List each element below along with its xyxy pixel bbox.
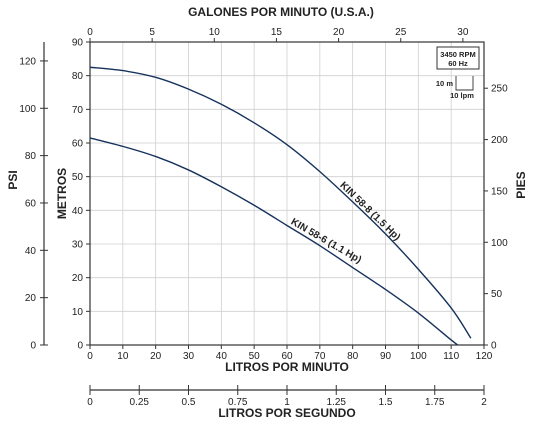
gpm-tick-label: 30 xyxy=(457,27,469,38)
pies-tick-label: 50 xyxy=(491,289,503,300)
lps-axis-title: LITROS POR SEGUNDO xyxy=(218,406,355,420)
lpm-tick-label: 110 xyxy=(443,351,459,362)
lpm-axis-title: LITROS POR MINUTO xyxy=(225,360,349,374)
lpm-tick-label: 30 xyxy=(183,351,195,362)
gpm-tick-label: 0 xyxy=(87,27,93,38)
rpm-note-box xyxy=(436,46,480,70)
series-label-2: KIN 58-6 (1.1 Hp) xyxy=(289,217,363,266)
psi-tick-label: 20 xyxy=(25,293,37,304)
lps-tick-label: 0.75 xyxy=(228,397,248,408)
pies-tick-label: 100 xyxy=(491,238,508,249)
metros-tick-label: 30 xyxy=(72,240,84,251)
metros-tick-label: 20 xyxy=(72,273,84,284)
gpm-tick-label: 10 xyxy=(209,27,221,38)
lps-tick-label: 0.25 xyxy=(130,397,150,408)
lpm-tick-label: 40 xyxy=(216,351,228,362)
rpm-note-line2: 60 Hz xyxy=(448,59,468,68)
psi-tick-label: 0 xyxy=(30,341,36,352)
psi-tick-label: 120 xyxy=(19,56,36,67)
gpm-tick-label: 5 xyxy=(149,27,155,38)
pies-tick-label: 250 xyxy=(491,84,508,95)
metros-tick-label: 40 xyxy=(72,206,84,217)
series-label-1: KIN 58-8 (1.5 Hp) xyxy=(337,180,402,243)
metros-tick-label: 50 xyxy=(72,172,84,183)
metros-tick-label: 70 xyxy=(72,105,84,116)
pies-tick-label: 200 xyxy=(491,135,508,146)
scale-label-lpm: 10 lpm xyxy=(450,91,474,100)
lpm-tick-label: 50 xyxy=(249,351,261,362)
lpm-tick-label: 80 xyxy=(347,351,359,362)
pies-tick-label: 0 xyxy=(491,341,497,352)
series-curve-2 xyxy=(89,137,459,346)
lps-tick-label: 1.75 xyxy=(425,397,445,408)
lps-tick-label: 1.25 xyxy=(327,397,347,408)
lps-tick-label: 1.5 xyxy=(379,397,393,408)
lpm-tick-label: 0 xyxy=(87,351,93,362)
metros-tick-label: 0 xyxy=(77,341,83,352)
series-curve-1 xyxy=(89,66,472,339)
lpm-tick-label: 120 xyxy=(476,351,493,362)
metros-tick-label: 10 xyxy=(72,307,84,318)
lps-tick-label: 0.5 xyxy=(182,397,196,408)
grid xyxy=(90,42,484,345)
lpm-tick-label: 100 xyxy=(410,351,427,362)
scale-bracket xyxy=(455,76,474,91)
gpm-axis-title: GALONES POR MINUTO (U.S.A.) xyxy=(188,5,374,19)
pies-axis-title: PIES xyxy=(514,171,528,198)
metros-tick-label: 80 xyxy=(72,71,84,82)
lpm-tick-label: 10 xyxy=(117,351,129,362)
psi-axis-title: PSI xyxy=(6,170,20,189)
lpm-tick-label: 20 xyxy=(150,351,162,362)
pies-tick-label: 150 xyxy=(491,186,508,197)
psi-tick-label: 100 xyxy=(19,104,36,115)
lps-tick-label: 2 xyxy=(481,397,487,408)
gpm-tick-label: 20 xyxy=(333,27,345,38)
lpm-tick-label: 70 xyxy=(314,351,326,362)
lps-tick-label: 0 xyxy=(87,397,93,408)
psi-tick-label: 60 xyxy=(25,198,37,209)
metros-tick-label: 90 xyxy=(72,38,84,49)
psi-tick-label: 40 xyxy=(25,246,37,257)
scale-label-m: 10 m xyxy=(436,79,453,88)
lpm-tick-label: 90 xyxy=(380,351,392,362)
metros-tick-label: 60 xyxy=(72,139,84,150)
gpm-tick-label: 25 xyxy=(395,27,407,38)
rpm-note-line1: 3450 RPM xyxy=(440,50,475,59)
gpm-tick-label: 15 xyxy=(271,27,283,38)
psi-tick-label: 80 xyxy=(25,151,37,162)
metros-axis-title: METROS xyxy=(55,168,69,219)
lpm-tick-label: 60 xyxy=(281,351,293,362)
lps-tick-label: 1 xyxy=(284,397,290,408)
